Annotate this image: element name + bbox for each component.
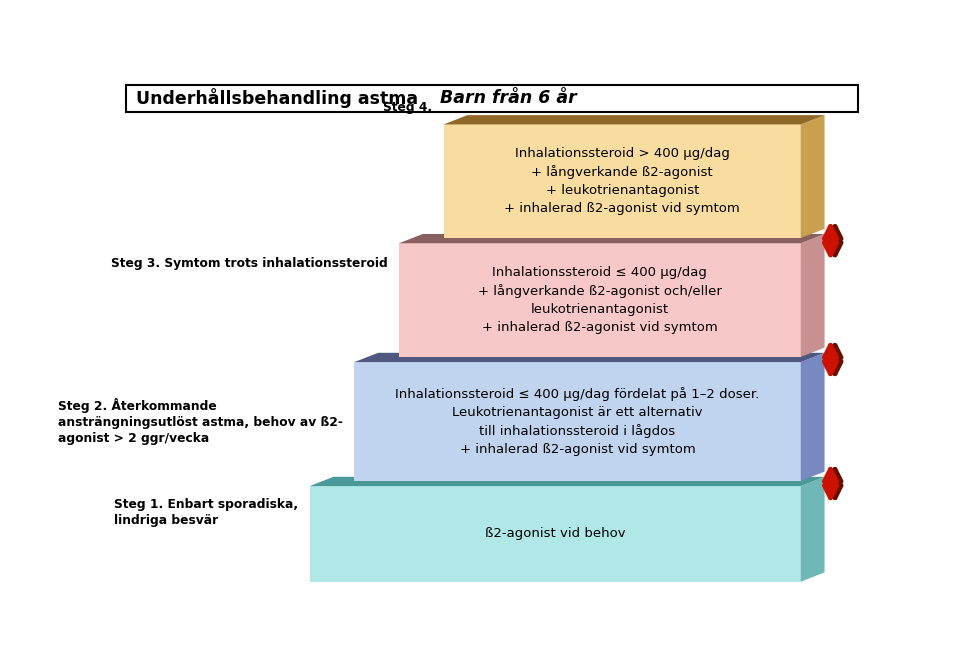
- Polygon shape: [444, 115, 825, 124]
- Polygon shape: [801, 353, 825, 481]
- Text: Inhalationssteroid ≤ 400 µg/dag
+ långverkande ß2-agonist och/eller
leukotrienan: Inhalationssteroid ≤ 400 µg/dag + långve…: [478, 266, 722, 334]
- Bar: [399, 244, 801, 357]
- Text: Steg 4.: Steg 4.: [383, 101, 432, 114]
- Bar: [310, 486, 801, 582]
- Polygon shape: [399, 234, 825, 244]
- Text: Steg 2. Återkommande
ansträngningsutlöst astma, behov av ß2-
agonist > 2 ggr/vec: Steg 2. Återkommande ansträngningsutlöst…: [59, 398, 344, 445]
- Text: Underhållsbehandling astma: Underhållsbehandling astma: [136, 88, 419, 108]
- Text: Inhalationssteroid ≤ 400 µg/dag fördelat på 1–2 doser.
Leukotrienantagonist är e: Inhalationssteroid ≤ 400 µg/dag fördelat…: [396, 386, 759, 456]
- Text: Steg 3. Symtom trots inhalationssteroid: Steg 3. Symtom trots inhalationssteroid: [111, 257, 388, 270]
- Text: Steg 1. Enbart sporadiska,
lindriga besvär: Steg 1. Enbart sporadiska, lindriga besv…: [114, 499, 299, 527]
- Polygon shape: [310, 477, 825, 486]
- Bar: [444, 124, 801, 238]
- Text: Barn från 6 år: Barn från 6 år: [440, 89, 577, 107]
- Text: ß2-agonist vid behov: ß2-agonist vid behov: [485, 527, 626, 540]
- Text: Inhalationssteroid > 400 µg/dag
+ långverkande ß2-agonist
+ leukotrienantagonist: Inhalationssteroid > 400 µg/dag + långve…: [504, 147, 740, 215]
- Polygon shape: [801, 115, 825, 238]
- Bar: [354, 362, 801, 481]
- Polygon shape: [801, 234, 825, 357]
- Polygon shape: [354, 353, 825, 362]
- FancyBboxPatch shape: [126, 85, 858, 111]
- Polygon shape: [801, 477, 825, 582]
